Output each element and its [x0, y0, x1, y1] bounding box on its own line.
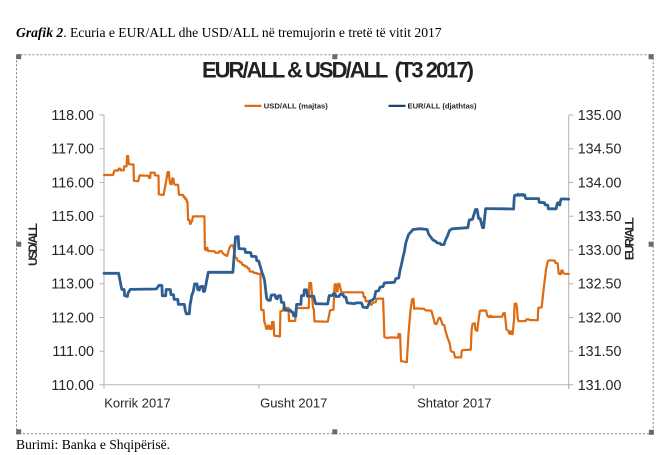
svg-text:EUR/ALL (djathtas): EUR/ALL (djathtas) — [408, 102, 478, 111]
svg-text:132.00: 132.00 — [578, 310, 622, 326]
svg-text:Korrik 2017: Korrik 2017 — [104, 395, 170, 410]
svg-text:133.00: 133.00 — [578, 243, 622, 259]
svg-text:112.00: 112.00 — [51, 310, 94, 326]
svg-text:115.00: 115.00 — [51, 209, 94, 225]
svg-text:131.50: 131.50 — [578, 344, 622, 360]
svg-text:EUR/ALL & USD/ALL (T3 2017): EUR/ALL & USD/ALL (T3 2017) — [202, 57, 474, 82]
svg-text:EUR/ALL: EUR/ALL — [623, 217, 637, 260]
svg-text:Shtator 2017: Shtator 2017 — [417, 395, 491, 410]
svg-text:114.00: 114.00 — [51, 243, 94, 259]
svg-text:117.00: 117.00 — [51, 142, 94, 158]
svg-text:134.50: 134.50 — [578, 142, 622, 158]
svg-text:134.00: 134.00 — [578, 175, 622, 191]
svg-text:USD/ALL (majtas): USD/ALL (majtas) — [264, 102, 328, 111]
svg-text:Gusht 2017: Gusht 2017 — [260, 395, 327, 410]
svg-text:131.00: 131.00 — [578, 378, 622, 394]
svg-text:135.00: 135.00 — [578, 108, 622, 124]
svg-text:132.50: 132.50 — [578, 277, 622, 293]
svg-text:110.00: 110.00 — [51, 378, 94, 394]
svg-text:USD/ALL: USD/ALL — [26, 223, 40, 266]
svg-text:133.50: 133.50 — [578, 209, 622, 225]
svg-text:116.00: 116.00 — [51, 175, 94, 191]
svg-text:111.00: 111.00 — [52, 344, 94, 360]
svg-text:118.00: 118.00 — [51, 108, 94, 124]
svg-text:113.00: 113.00 — [51, 277, 94, 293]
